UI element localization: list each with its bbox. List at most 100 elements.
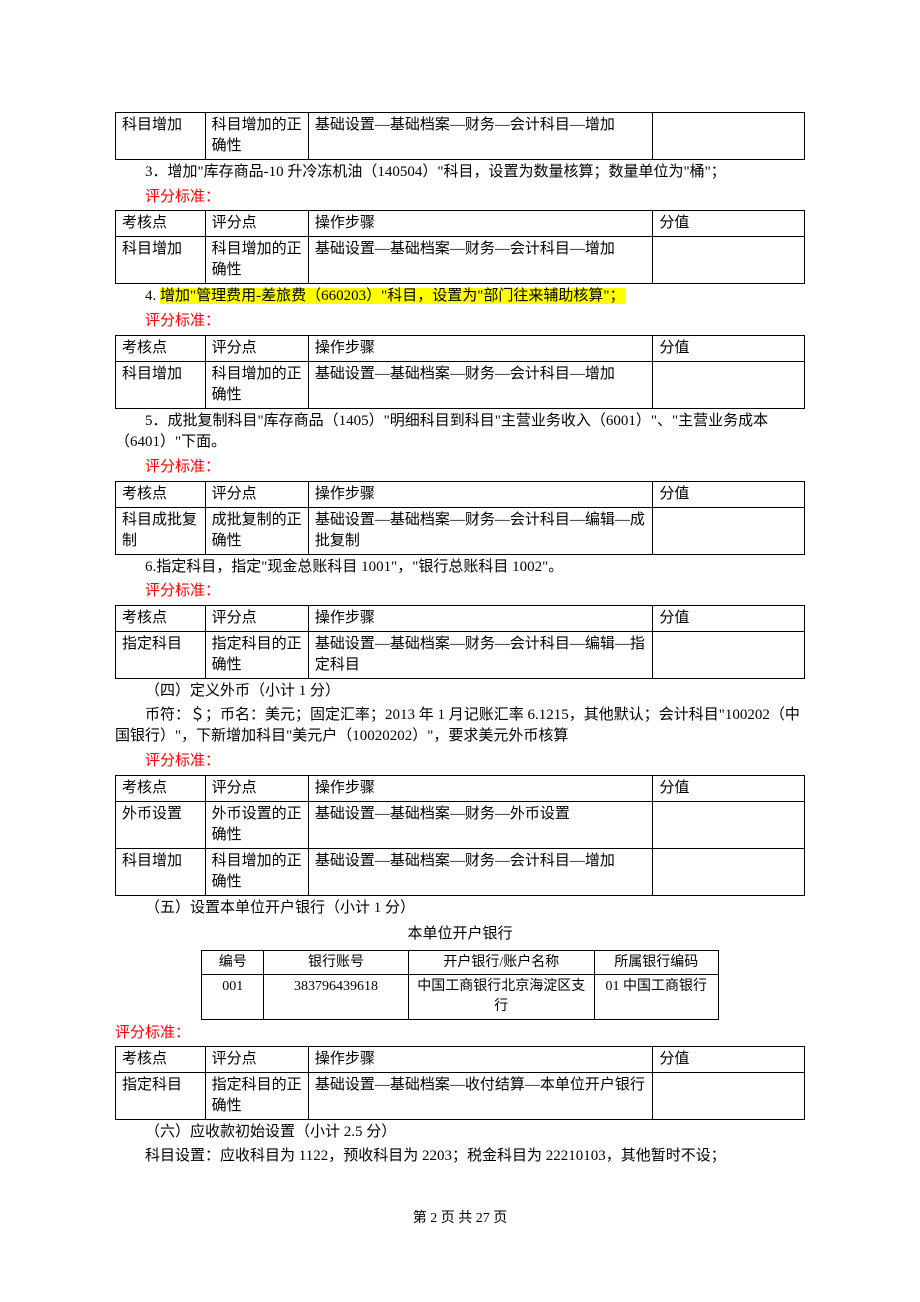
table-section-4: 考核点 评分点 操作步骤 分值 科目增加 科目增加的正确性 基础设置—基础档案—… — [115, 335, 805, 409]
std-label: 评分标准： — [115, 1022, 805, 1045]
cell-cz: 基础设置—基础档案—收付结算—本单位开户银行 — [308, 1073, 653, 1120]
cell-kd: 外币设置 — [116, 801, 206, 848]
cell-kd: 科目增加 — [116, 361, 206, 408]
table-header-row: 考核点 评分点 操作步骤 分值 — [116, 1047, 805, 1073]
th-cz: 操作步骤 — [308, 775, 653, 801]
table-row: 科目增加 科目增加的正确性 基础设置—基础档案—财务—会计科目—增加 — [116, 848, 805, 895]
cell-kd: 科目增加 — [116, 237, 206, 284]
table-section-5: 考核点 评分点 操作步骤 分值 科目成批复制 成批复制的正确性 基础设置—基础档… — [115, 481, 805, 555]
p4-prefix: 4. — [145, 288, 160, 304]
table-header-row: 考核点 评分点 操作步骤 分值 — [116, 481, 805, 507]
cell-pf: 成批复制的正确性 — [205, 507, 308, 554]
paragraph-6: 6.指定科目，指定"现金总账科目 1001"，"银行总账科目 1002"。 — [115, 557, 805, 579]
cell-fz — [653, 631, 805, 678]
table-row: 科目增加 科目增加的正确性 基础设置—基础档案—财务—会计科目—增加 — [116, 113, 805, 160]
th-cz: 操作步骤 — [308, 335, 653, 361]
section-5-heading: （五）设置本单位开户银行（小计 1 分） — [115, 898, 805, 920]
cell-kd: 科目成批复制 — [116, 507, 206, 554]
table-row: 科目增加 科目增加的正确性 基础设置—基础档案—财务—会计科目—增加 — [116, 361, 805, 408]
std-label: 评分标准： — [115, 580, 805, 603]
table-row: 外币设置 外币设置的正确性 基础设置—基础档案—财务—外币设置 — [116, 801, 805, 848]
paragraph-3: 3．增加"库存商品-10 升冷冻机油（140504）"科目，设置为数量核算；数量… — [115, 162, 805, 184]
th-cz: 操作步骤 — [308, 481, 653, 507]
th-kd: 考核点 — [116, 481, 206, 507]
cell-kd: 指定科目 — [116, 631, 206, 678]
table-row: 科目成批复制 成批复制的正确性 基础设置—基础档案—财务—会计科目—编辑—成批复… — [116, 507, 805, 554]
th-cz: 操作步骤 — [308, 1047, 653, 1073]
cell-kd: 科目增加 — [116, 848, 206, 895]
th-pf: 评分点 — [205, 481, 308, 507]
cell-pf: 科目增加的正确性 — [205, 237, 308, 284]
table-header-row: 考核点 评分点 操作步骤 分值 — [116, 211, 805, 237]
cell-pf: 科目增加的正确性 — [205, 113, 308, 160]
bank-h-id: 编号 — [202, 950, 264, 975]
cell-kd: 指定科目 — [116, 1073, 206, 1120]
th-fz: 分值 — [653, 605, 805, 631]
cell-fz — [653, 1073, 805, 1120]
th-kd: 考核点 — [116, 775, 206, 801]
cell-cz: 基础设置—基础档案—财务—会计科目—增加 — [308, 848, 653, 895]
bank-account: 383796439618 — [264, 975, 409, 1019]
section-6-heading: （六）应收款初始设置（小计 2.5 分） — [115, 1122, 805, 1144]
cell-fz — [653, 507, 805, 554]
table-row: 科目增加 科目增加的正确性 基础设置—基础档案—财务—会计科目—增加 — [116, 237, 805, 284]
th-fz: 分值 — [653, 211, 805, 237]
th-pf: 评分点 — [205, 775, 308, 801]
bank-name: 中国工商银行北京海淀区支行 — [408, 975, 594, 1019]
std-label: 评分标准： — [115, 186, 805, 209]
table-header-row: 考核点 评分点 操作步骤 分值 — [116, 605, 805, 631]
th-fz: 分值 — [653, 335, 805, 361]
table-section-8: 考核点 评分点 操作步骤 分值 指定科目 指定科目的正确性 基础设置—基础档案—… — [115, 1046, 805, 1120]
section-6-body: 科目设置：应收科目为 1122，预收科目为 2203；税金科目为 2221010… — [115, 1146, 805, 1168]
th-pf: 评分点 — [205, 605, 308, 631]
table-row: 001 383796439618 中国工商银行北京海淀区支行 01 中国工商银行 — [202, 975, 719, 1019]
th-fz: 分值 — [653, 1047, 805, 1073]
table-header-row: 编号 银行账号 开户银行/账户名称 所属银行编码 — [202, 950, 719, 975]
cell-cz: 基础设置—基础档案—财务—会计科目—编辑—指定科目 — [308, 631, 653, 678]
th-fz: 分值 — [653, 481, 805, 507]
section-4-body: 币符：＄；币名：美元；固定汇率；2013 年 1 月记账汇率 6.1215，其他… — [115, 705, 805, 749]
bank-h-name: 开户银行/账户名称 — [408, 950, 594, 975]
cell-cz: 基础设置—基础档案—财务—会计科目—编辑—成批复制 — [308, 507, 653, 554]
th-kd: 考核点 — [116, 211, 206, 237]
table-header-row: 考核点 评分点 操作步骤 分值 — [116, 775, 805, 801]
th-pf: 评分点 — [205, 1047, 308, 1073]
th-pf: 评分点 — [205, 211, 308, 237]
cell-cz: 基础设置—基础档案—财务—会计科目—增加 — [308, 361, 653, 408]
paragraph-5: 5．成批复制科目"库存商品（1405）"明细科目到科目"主营业务收入（6001）… — [115, 411, 805, 455]
cell-fz — [653, 237, 805, 284]
cell-fz — [653, 361, 805, 408]
th-pf: 评分点 — [205, 335, 308, 361]
bank-table: 编号 银行账号 开户银行/账户名称 所属银行编码 001 38379643961… — [201, 950, 719, 1020]
p4-highlight: 增加"管理费用-差旅费（660203）"科目，设置为"部门往来辅助核算"； — [160, 288, 625, 304]
bank-code: 01 中国工商银行 — [594, 975, 718, 1019]
cell-fz — [653, 848, 805, 895]
table-section-3: 考核点 评分点 操作步骤 分值 科目增加 科目增加的正确性 基础设置—基础档案—… — [115, 210, 805, 284]
std-label: 评分标准： — [115, 456, 805, 479]
th-cz: 操作步骤 — [308, 211, 653, 237]
table-section-7: 考核点 评分点 操作步骤 分值 外币设置 外币设置的正确性 基础设置—基础档案—… — [115, 775, 805, 896]
th-kd: 考核点 — [116, 605, 206, 631]
page-footer: 第 2 页 共 27 页 — [115, 1208, 805, 1229]
std-label: 评分标准： — [115, 750, 805, 773]
cell-cz: 基础设置—基础档案—财务—会计科目—增加 — [308, 237, 653, 284]
section-4-heading: （四）定义外币（小计 1 分） — [115, 681, 805, 703]
bank-title: 本单位开户银行 — [115, 923, 805, 946]
bank-h-code: 所属银行编码 — [594, 950, 718, 975]
cell-pf: 指定科目的正确性 — [205, 1073, 308, 1120]
cell-fz — [653, 113, 805, 160]
paragraph-4: 4. 增加"管理费用-差旅费（660203）"科目，设置为"部门往来辅助核算"； — [115, 286, 805, 308]
std-label: 评分标准： — [115, 310, 805, 333]
th-cz: 操作步骤 — [308, 605, 653, 631]
th-kd: 考核点 — [116, 1047, 206, 1073]
table-row: 指定科目 指定科目的正确性 基础设置—基础档案—收付结算—本单位开户银行 — [116, 1073, 805, 1120]
cell-pf: 外币设置的正确性 — [205, 801, 308, 848]
cell-pf: 科目增加的正确性 — [205, 361, 308, 408]
th-fz: 分值 — [653, 775, 805, 801]
th-kd: 考核点 — [116, 335, 206, 361]
cell-cz: 基础设置—基础档案—财务—外币设置 — [308, 801, 653, 848]
table-header-row: 考核点 评分点 操作步骤 分值 — [116, 335, 805, 361]
cell-kd: 科目增加 — [116, 113, 206, 160]
cell-cz: 基础设置—基础档案—财务—会计科目—增加 — [308, 113, 653, 160]
cell-pf: 科目增加的正确性 — [205, 848, 308, 895]
